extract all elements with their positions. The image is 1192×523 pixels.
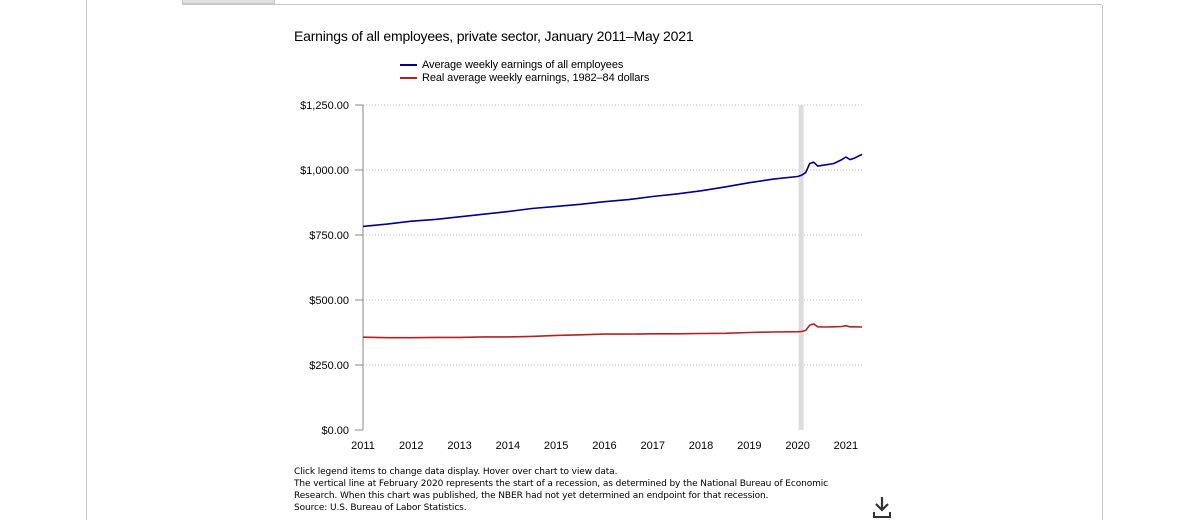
chart-note-instructions: Click legend items to change data displa… [294, 467, 618, 477]
content-frame-top-border [182, 4, 1102, 5]
legend-label-nominal: Average weekly earnings of all employees [422, 58, 624, 71]
legend-item-real-earnings[interactable]: Real average weekly earnings, 1982–84 do… [400, 71, 649, 84]
x-tick-label: 2018 [689, 440, 713, 452]
legend-label-real: Real average weekly earnings, 1982–84 do… [422, 71, 650, 84]
y-tick-label: $750.00 [309, 230, 349, 242]
x-tick-label: 2020 [785, 440, 809, 452]
chart-note-recession-1: The vertical line at February 2020 repre… [294, 479, 829, 489]
x-tick-label: 2014 [496, 440, 520, 452]
x-tick-label: 2019 [737, 440, 761, 452]
download-icon[interactable] [872, 496, 892, 518]
chart-plot-area[interactable]: $0.00 $250.00 $500.00 $750.00 $1,000.00 $1,25… [0, 0, 1192, 470]
x-tick-label: 2021 [834, 440, 858, 452]
chart-title: Earnings of all employees, private secto… [294, 28, 694, 44]
x-tick-label: 2016 [592, 440, 616, 452]
chart-note-recession-2: Research. When this chart was published,… [294, 491, 769, 501]
y-tick-label: $1,000.00 [300, 165, 349, 177]
x-tick-label: 2015 [544, 440, 568, 452]
legend-swatch-real [400, 76, 417, 79]
series-line-real-earnings[interactable] [362, 323, 863, 339]
legend-item-nominal-earnings[interactable]: Average weekly earnings of all employees [400, 58, 623, 71]
chart-note-source: Source: U.S. Bureau of Labor Statistics. [294, 503, 467, 513]
x-tick-label: 2013 [447, 440, 471, 452]
y-tick-label: $250.00 [309, 360, 349, 372]
y-tick-label: $0.00 [321, 425, 349, 437]
series-line-nominal-earnings[interactable] [362, 153, 863, 228]
x-tick-label: 2012 [399, 440, 423, 452]
content-frame-right-border [1102, 5, 1103, 520]
recession-start-line [798, 105, 804, 430]
x-tick-label: 2017 [640, 440, 664, 452]
content-frame-left-border [86, 0, 87, 520]
y-tick-label: $500.00 [309, 295, 349, 307]
legend-swatch-nominal [400, 63, 417, 66]
y-tick-label: $1,250.00 [300, 100, 349, 112]
x-tick-label: 2011 [351, 440, 375, 452]
tab-strip[interactable] [182, 0, 275, 4]
